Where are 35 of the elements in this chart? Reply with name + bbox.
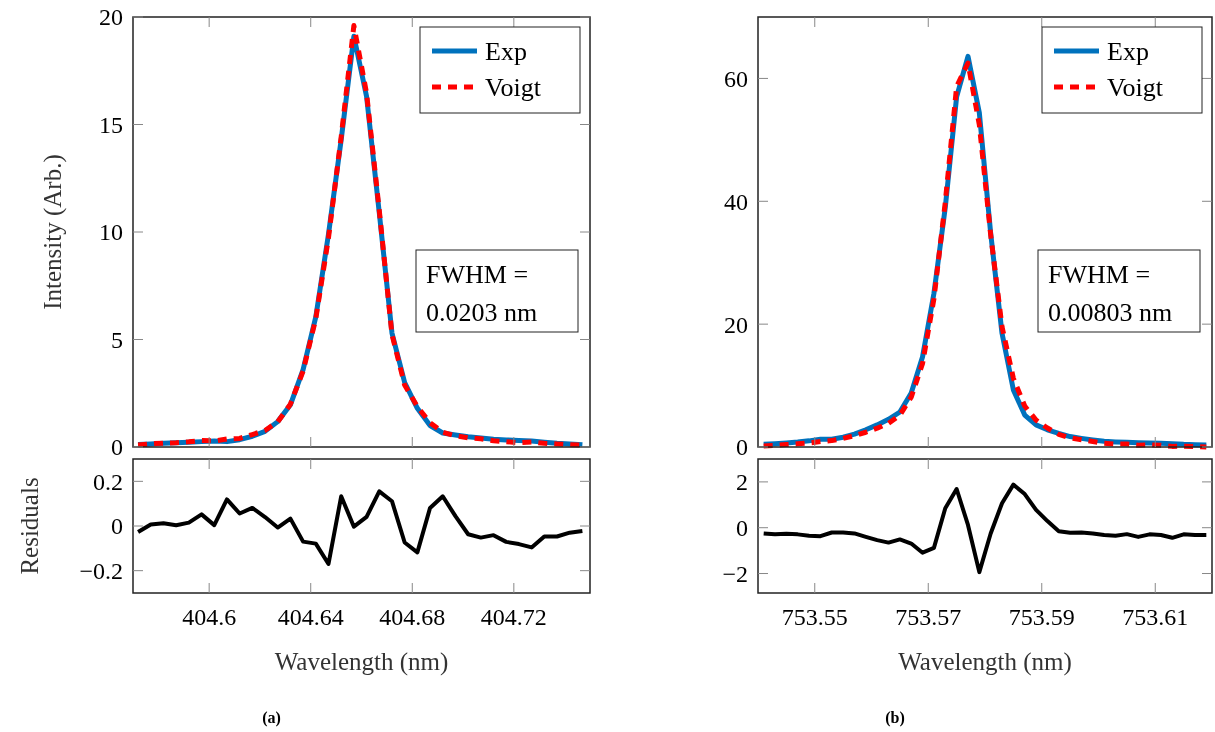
y-tick-label: 20: [99, 4, 123, 31]
x-tick-label: 404.68: [379, 604, 446, 630]
y-tick-label: 0: [736, 434, 748, 461]
x-tick-label: 753.59: [1008, 604, 1075, 630]
x-tick-label: 753.57: [895, 604, 962, 630]
x-tick-label: 404.6: [182, 604, 237, 630]
y-tick-label: 15: [99, 111, 123, 138]
x-tick-label: 753.55: [781, 604, 848, 630]
y-tick-label: 40: [724, 188, 748, 215]
y-tick-label: −0.2: [79, 558, 123, 585]
annotation: FWHM = 0.00803 nm: [1048, 260, 1173, 327]
legend-label: Exp: [485, 37, 527, 67]
text: (a): [262, 709, 281, 727]
y-tick-label: 2: [736, 469, 748, 496]
x-axis-title: Wavelength (nm): [898, 648, 1072, 676]
y-tick-label: 0: [111, 434, 123, 461]
y-axis-title: Residuals: [16, 477, 43, 575]
y-tick-label: −2: [722, 560, 748, 587]
y-tick-label: 10: [99, 219, 123, 246]
x-tick-label: 404.64: [277, 604, 344, 630]
text: (b): [885, 709, 905, 727]
y-tick-label: 5: [111, 326, 123, 353]
legend-label: Voigt: [1107, 73, 1164, 103]
x-axis-title: Wavelength (nm): [274, 648, 449, 676]
y-tick-label: 0: [111, 513, 123, 540]
y-tick-label: 0: [736, 515, 748, 542]
x-tick-label: 404.72: [480, 604, 547, 630]
legend-label: Voigt: [485, 73, 542, 103]
legend-label: Exp: [1107, 37, 1149, 67]
y-tick-label: 0.2: [93, 468, 123, 495]
y-axis-title: Intensity (Arb.): [39, 154, 67, 310]
y-tick-label: 60: [724, 65, 748, 92]
x-tick-label: 753.61: [1122, 604, 1189, 630]
annotation: FWHM = 0.0203 nm: [426, 260, 538, 327]
y-tick-label: 20: [724, 311, 748, 338]
